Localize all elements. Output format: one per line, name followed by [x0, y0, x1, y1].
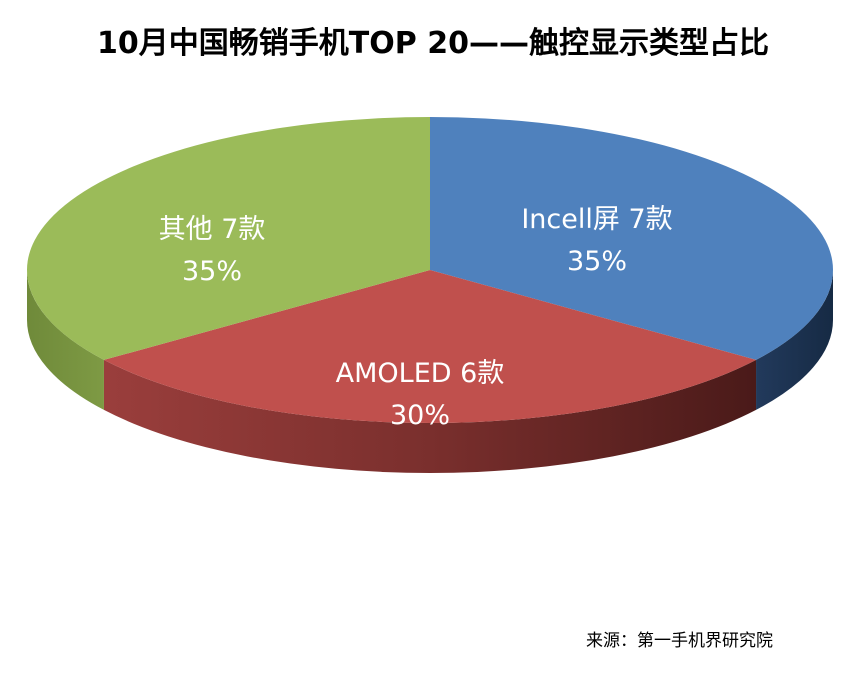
pie-slice-3	[27, 117, 431, 360]
slice-percent-2: 30%	[390, 400, 450, 431]
slice-percent-3: 35%	[182, 256, 242, 287]
pie-side-2	[103, 359, 757, 474]
chart-title: 10月中国畅销手机TOP 20——触控显示类型占比	[97, 26, 769, 61]
pie-side-1	[756, 270, 833, 410]
pie-slice-1	[430, 117, 833, 360]
source-note: 来源：第一手机界研究院	[586, 631, 773, 651]
slice-label-3: 其他 7款	[159, 214, 266, 245]
slice-label-2: AMOLED 6款	[336, 358, 505, 389]
pie-slice-2	[103, 270, 757, 423]
slice-label-1: Incell屏 7款	[521, 204, 672, 235]
slice-percent-1: 35%	[567, 246, 627, 277]
pie-side-3	[27, 270, 104, 410]
